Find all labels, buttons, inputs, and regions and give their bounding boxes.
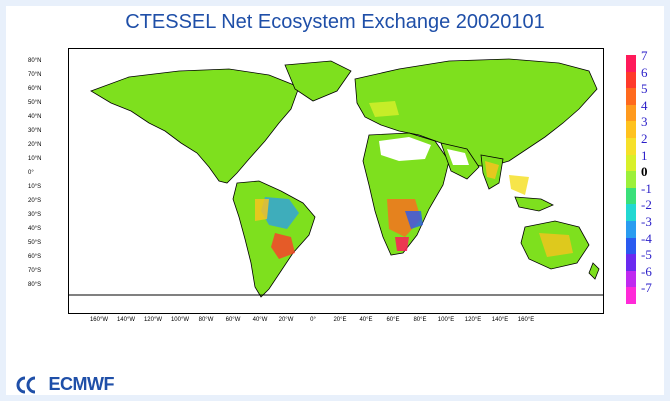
- colorbar-cell: [626, 237, 636, 255]
- ecmwf-logo-icon: [16, 376, 36, 393]
- sahara-white-area: [379, 137, 431, 161]
- lat-label-10n: 10°N: [28, 156, 42, 162]
- colorbar-label: 2: [641, 131, 648, 146]
- colorbar-cell: [626, 138, 636, 156]
- europe-patch: [369, 101, 399, 117]
- colorbar-label: -2: [641, 197, 652, 213]
- landmass-eurasia: [354, 58, 598, 168]
- colorbar-cell: [626, 221, 636, 239]
- landmass-africa: [362, 132, 450, 256]
- lon-label-120e: 120°E: [464, 317, 482, 323]
- lon-label-40e: 40°E: [359, 317, 373, 323]
- landmass-north-america: [90, 68, 300, 184]
- lat-label-0: 0°: [28, 170, 34, 176]
- lon-label-40w: 40°W: [252, 317, 268, 323]
- seasia-patch: [509, 175, 529, 195]
- lon-label-160w: 160°W: [89, 317, 109, 323]
- lat-label-70s: 70°S: [28, 268, 42, 274]
- lon-label-140e: 140°E: [491, 317, 509, 323]
- colorbar-label: -5: [641, 247, 652, 263]
- australia-patch: [539, 233, 573, 257]
- colorbar-label: 4: [641, 97, 648, 113]
- colorbar-label: 6: [641, 64, 648, 80]
- lon-label-0: 0°: [310, 317, 316, 323]
- lat-label-50s: 50°S: [28, 240, 42, 246]
- colorbar-cell: [626, 171, 636, 189]
- amazon-positive-patch: [271, 233, 295, 259]
- ecmwf-logo: ECMWF: [16, 374, 114, 394]
- colorbar-cell: [626, 104, 636, 122]
- colorbar-cell: [626, 270, 636, 288]
- colorbar-cell: [626, 187, 636, 205]
- lon-label-20w: 20°W: [278, 317, 294, 323]
- lat-label-40s: 40°S: [28, 226, 42, 232]
- colorbar-label: 3: [641, 114, 648, 130]
- lat-label-30s: 30°S: [28, 212, 42, 218]
- colorbar-label: 0: [641, 164, 648, 180]
- lat-label-30n: 30°N: [28, 128, 42, 134]
- africa-negative-patch: [405, 211, 423, 229]
- colorbar-cell: [626, 55, 636, 73]
- lon-label-80e: 80°E: [413, 317, 427, 323]
- lon-label-100e: 100°E: [437, 317, 455, 323]
- lat-label-40n: 40°N: [28, 114, 42, 120]
- lon-label-60w: 60°W: [225, 317, 241, 323]
- amazon-negative-patch: [261, 197, 299, 229]
- colorbar-label: -6: [641, 263, 652, 279]
- colorbar-label: 5: [641, 81, 648, 97]
- arabian-white-area: [447, 149, 469, 165]
- colorbar-label: -7: [641, 280, 652, 296]
- lon-label-160e: 160°E: [517, 317, 535, 323]
- colorbar-label: -1: [641, 180, 652, 196]
- world-map: [68, 48, 604, 314]
- colorbar-cell: [626, 204, 636, 222]
- logo-text: ECMWF: [48, 374, 114, 394]
- lat-label-80s: 80°S: [28, 282, 42, 288]
- lon-label-60e: 60°E: [386, 317, 400, 323]
- colorbar-label: 1: [641, 147, 648, 163]
- lat-label-20n: 20°N: [28, 142, 42, 148]
- lat-label-60s: 60°S: [28, 254, 42, 260]
- colorbar-cell: [626, 121, 636, 139]
- colorbar-cell: [626, 88, 636, 106]
- lat-label-80n: 80°N: [28, 58, 42, 64]
- landmass-greenland: [284, 60, 352, 102]
- colorbar-label: -3: [641, 214, 652, 229]
- map-title: CTESSEL Net Ecosystem Exchange 20020101: [125, 11, 545, 33]
- lon-label-100w: 100°W: [170, 317, 190, 323]
- colorbar-cell: [626, 287, 636, 305]
- lat-label-60n: 60°N: [28, 86, 42, 92]
- colorbar-label: 7: [641, 48, 648, 63]
- colorbar-cell: [626, 254, 636, 272]
- lat-label-70n: 70°N: [28, 72, 42, 78]
- colorbar-cell: [626, 154, 636, 172]
- landmass-new-zealand: [588, 262, 600, 280]
- lat-label-20s: 20°S: [28, 198, 42, 204]
- landmass-indonesia: [514, 196, 554, 212]
- map-svg: [69, 58, 603, 298]
- southern-africa-red-patch: [395, 237, 409, 251]
- lon-label-20e: 20°E: [333, 317, 347, 323]
- lon-label-120w: 120°W: [143, 317, 163, 323]
- southamerica-orange-patch: [255, 199, 269, 221]
- colorbar-cell: [626, 71, 636, 89]
- india-orange-patch: [485, 161, 499, 179]
- lat-label-50n: 50°N: [28, 100, 42, 106]
- lon-label-80w: 80°W: [198, 317, 214, 323]
- colorbar-label: -4: [641, 230, 652, 246]
- lat-label-10s: 10°S: [28, 184, 42, 190]
- lon-label-140w: 140°W: [116, 317, 136, 323]
